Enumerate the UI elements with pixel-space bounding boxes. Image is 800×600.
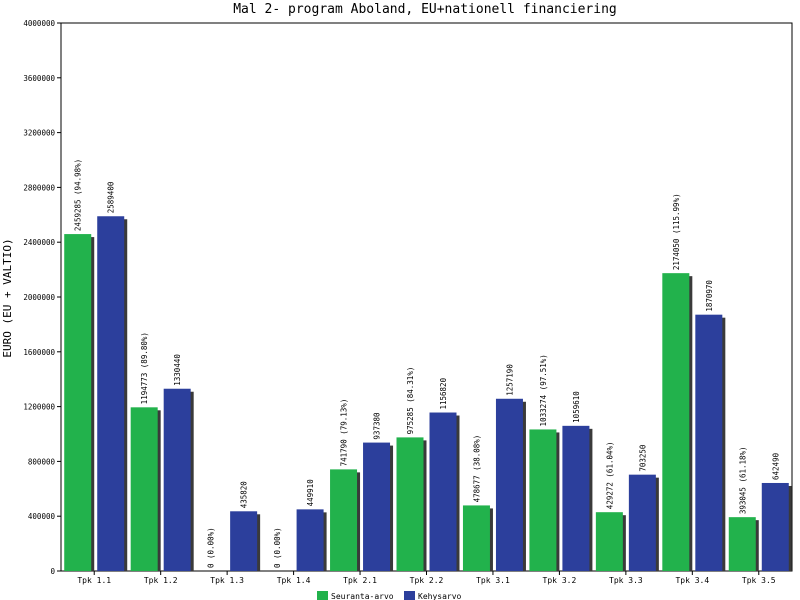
bar-kehysarvo [163, 388, 191, 571]
x-tick-label: Tpk 3.4 [675, 576, 709, 585]
bar-kehysarvo [363, 442, 391, 571]
data-label: 1033274 (97.51%) [539, 354, 548, 426]
data-label: 703250 [638, 444, 647, 472]
y-tick-label: 3600000 [23, 74, 55, 83]
bar-seuranta-arvo [330, 469, 358, 571]
data-label: 393045 (61.18%) [738, 446, 747, 514]
bar-kehysarvo [230, 511, 258, 571]
data-label: 975285 (84.31%) [406, 367, 415, 435]
data-label: 435820 [240, 481, 249, 509]
y-axis-ticks: 0 400000 800000 1200000 1600000 2000000 240000… [23, 19, 61, 576]
data-label: 0 (0.00%) [207, 527, 216, 568]
bar-kehysarvo [761, 482, 789, 571]
data-label: 449910 [306, 479, 315, 507]
bars-group: 2459285 (94.98%) 2589400 1194773 (89.80%) 1… [64, 159, 792, 572]
y-tick-label: 4000000 [23, 19, 55, 28]
y-tick-label: 2800000 [23, 183, 55, 192]
data-label: 642490 [771, 452, 780, 480]
x-tick-label: Tpk 1.1 [77, 576, 111, 585]
x-tick-label: Tpk 1.2 [144, 576, 178, 585]
x-tick-label: Tpk 3.3 [609, 576, 643, 585]
data-label: 2459285 (94.98%) [74, 159, 83, 231]
bar-kehysarvo [429, 412, 457, 571]
bar-kehysarvo [562, 425, 590, 571]
y-tick-label: 1200000 [23, 403, 55, 412]
y-tick-label: 3200000 [23, 129, 55, 138]
bar-kehysarvo [97, 216, 125, 571]
data-label: 478677 (38.08%) [472, 435, 481, 503]
x-tick-label: Tpk 2.1 [343, 576, 377, 585]
bar-kehysarvo [695, 314, 723, 571]
x-tick-label: Tpk 1.4 [277, 576, 311, 585]
bar-kehysarvo [296, 509, 324, 571]
legend: Seuranta-arvo Kehysarvo [317, 591, 462, 600]
bar-kehysarvo [495, 398, 523, 571]
x-tick-label: Tpk 2.2 [410, 576, 444, 585]
data-label: 0 (0.00%) [273, 527, 282, 568]
bar-seuranta-arvo [662, 273, 690, 571]
y-tick-label: 0 [50, 567, 55, 576]
x-tick-label: Tpk 3.2 [543, 576, 577, 585]
data-label: 2174050 (115.99%) [672, 193, 681, 270]
x-tick-label: Tpk 3.1 [476, 576, 510, 585]
data-label: 1330440 [173, 354, 182, 386]
y-tick-label: 1600000 [23, 348, 55, 357]
chart-title: Mal 2- program Aboland, EU+nationell fin… [233, 2, 617, 17]
bar-seuranta-arvo [130, 407, 158, 571]
data-label: 429272 (61.04%) [605, 441, 614, 509]
legend-swatch-seuranta [317, 591, 328, 600]
bar-seuranta-arvo [728, 517, 756, 571]
data-label: 1156820 [439, 377, 448, 409]
data-label: 2589400 [107, 181, 116, 213]
data-label: 741790 (79.13%) [340, 399, 349, 467]
data-label: 1870970 [705, 280, 714, 312]
y-tick-label: 2400000 [23, 238, 55, 247]
bar-seuranta-arvo [396, 437, 424, 571]
y-tick-label: 800000 [28, 457, 56, 466]
legend-label-kehysarvo: Kehysarvo [418, 592, 462, 600]
data-label: 1257190 [505, 364, 514, 396]
x-tick-label: Tpk 1.3 [210, 576, 244, 585]
data-label: 1194773 (89.80%) [140, 332, 149, 404]
bar-seuranta-arvo [462, 505, 490, 571]
x-axis-ticks: Tpk 1.1 Tpk 1.2 Tpk 1.3 Tpk 1.4 Tpk 2.1 Tpk 2… [77, 571, 776, 585]
bar-seuranta-arvo [529, 429, 557, 571]
legend-swatch-kehysarvo [404, 591, 415, 600]
y-axis-label: EURO (EU + VALTIO) [1, 238, 14, 357]
bar-seuranta-arvo [64, 234, 92, 572]
y-tick-label: 400000 [28, 512, 56, 521]
bar-seuranta-arvo [595, 512, 623, 571]
x-tick-label: Tpk 3.5 [742, 576, 776, 585]
bar-kehysarvo [628, 474, 656, 571]
data-label: 937380 [373, 412, 382, 440]
data-label: 1059610 [572, 391, 581, 423]
y-tick-label: 2000000 [23, 293, 55, 302]
legend-label-seuranta: Seuranta-arvo [331, 592, 394, 600]
